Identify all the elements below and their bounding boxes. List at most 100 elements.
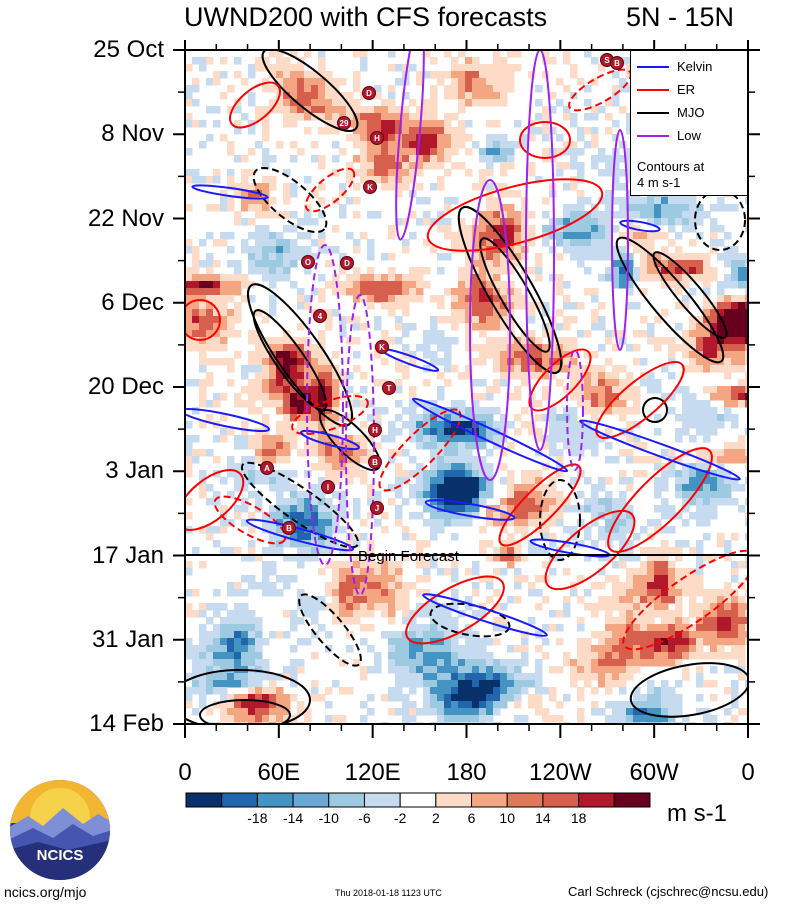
heat-cell xyxy=(353,400,361,408)
heat-cell xyxy=(563,232,571,240)
heat-cell xyxy=(318,211,326,219)
heat-cell xyxy=(535,659,543,667)
heat-cell xyxy=(654,645,662,653)
heat-cell xyxy=(521,533,529,541)
heat-cell xyxy=(192,295,200,303)
heat-cell xyxy=(255,57,263,65)
heat-cell xyxy=(584,407,592,415)
heat-cell xyxy=(311,603,319,611)
heat-cell xyxy=(437,631,445,639)
heat-cell xyxy=(696,428,704,436)
heat-cell xyxy=(668,407,676,415)
heat-cell xyxy=(283,484,291,492)
heat-cell xyxy=(654,554,662,562)
heat-cell xyxy=(605,232,613,240)
heat-cell xyxy=(731,260,739,268)
heat-cell xyxy=(696,204,704,212)
heat-cell xyxy=(220,519,228,527)
heat-cell xyxy=(465,708,473,716)
heat-cell xyxy=(570,225,578,233)
heat-cell xyxy=(416,652,424,660)
heat-cell xyxy=(409,610,417,618)
heat-cell xyxy=(360,274,368,282)
heat-cell xyxy=(710,603,718,611)
heat-cell xyxy=(402,246,410,254)
footer-site[interactable]: ncics.org/mjo xyxy=(4,884,87,900)
heat-cell xyxy=(724,638,732,646)
heat-cell xyxy=(325,449,333,457)
heat-cell xyxy=(486,337,494,345)
heat-cell xyxy=(500,225,508,233)
heat-cell xyxy=(745,218,748,226)
heat-cell xyxy=(444,414,452,422)
heat-cell xyxy=(465,652,473,660)
heat-cell xyxy=(241,246,249,254)
x-tick-label: 60W xyxy=(629,759,679,786)
heat-cell xyxy=(325,435,333,443)
heat-cell xyxy=(472,568,480,576)
heat-cell xyxy=(185,309,193,317)
heat-cell xyxy=(647,617,655,625)
heat-cell xyxy=(745,386,748,394)
heat-cell xyxy=(199,344,207,352)
heat-cell xyxy=(675,575,683,583)
heat-cell xyxy=(717,631,725,639)
heat-cell xyxy=(234,274,242,282)
heat-cell xyxy=(444,365,452,373)
heat-cell xyxy=(514,568,522,576)
heat-cell xyxy=(451,638,459,646)
heat-cell xyxy=(584,218,592,226)
heat-cell xyxy=(661,680,669,688)
heat-cell xyxy=(682,463,690,471)
heat-cell xyxy=(458,645,466,653)
y-tick-label: 20 Dec xyxy=(87,373,164,400)
heat-cell xyxy=(444,463,452,471)
heat-cell xyxy=(437,337,445,345)
wave-contour xyxy=(422,593,548,637)
heat-cell xyxy=(570,183,578,191)
heat-cell xyxy=(668,694,676,702)
heat-cell xyxy=(423,71,431,79)
heat-cell xyxy=(220,204,228,212)
heat-cell xyxy=(598,302,606,310)
heat-cell xyxy=(647,603,655,611)
heat-cell xyxy=(654,652,662,660)
heat-cell xyxy=(584,638,592,646)
heat-cell xyxy=(283,267,291,275)
heat-cell xyxy=(444,512,452,520)
heat-cell xyxy=(654,456,662,464)
heat-cell xyxy=(241,295,249,303)
heat-cell xyxy=(647,687,655,695)
heat-cell xyxy=(311,218,319,226)
wave-contour xyxy=(622,549,748,651)
heat-cell xyxy=(647,267,655,275)
heat-cell xyxy=(717,281,725,289)
heat-cell xyxy=(451,92,459,100)
heat-cell xyxy=(556,232,564,240)
heat-cell xyxy=(248,645,256,653)
heat-cell xyxy=(451,568,459,576)
heat-cell xyxy=(346,442,354,450)
heat-cell xyxy=(388,631,396,639)
heat-cell xyxy=(668,624,676,632)
heat-cell xyxy=(346,106,354,114)
heat-cell xyxy=(584,666,592,674)
heat-cell xyxy=(591,666,599,674)
heat-cell xyxy=(619,379,627,387)
heat-cell xyxy=(444,92,452,100)
heat-cell xyxy=(346,176,354,184)
heat-cell xyxy=(570,64,578,72)
heat-cell xyxy=(745,463,748,471)
heat-cell xyxy=(549,610,557,618)
heat-cell xyxy=(213,540,221,548)
heat-cell xyxy=(185,281,193,289)
heat-cell xyxy=(360,127,368,135)
heat-cell xyxy=(290,624,298,632)
heat-cell xyxy=(486,701,494,709)
heat-cell xyxy=(325,603,333,611)
heat-cell xyxy=(304,610,312,618)
heat-cell xyxy=(514,344,522,352)
heat-cell xyxy=(738,631,746,639)
heat-cell xyxy=(668,701,676,709)
heat-cell xyxy=(409,645,417,653)
